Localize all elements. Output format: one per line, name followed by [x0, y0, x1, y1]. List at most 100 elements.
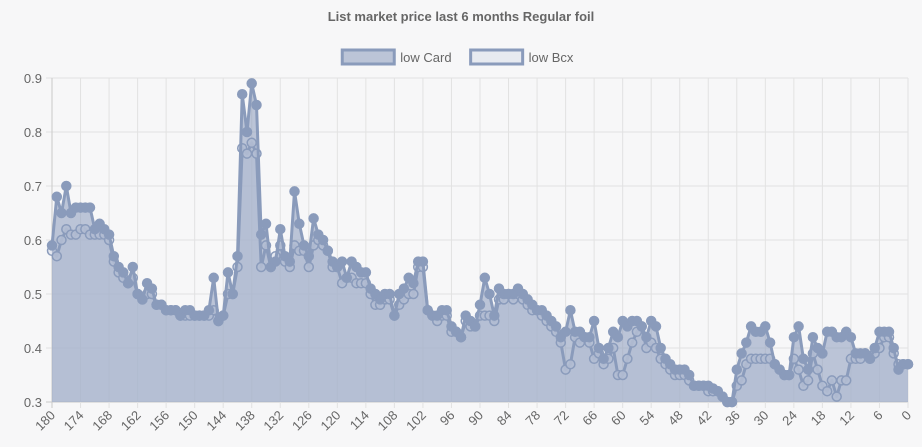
data-point[interactable] [118, 267, 129, 278]
data-point[interactable] [241, 126, 253, 138]
data-point[interactable] [308, 213, 319, 224]
data-point[interactable] [236, 88, 248, 100]
data-point[interactable] [441, 304, 452, 316]
data-point[interactable] [731, 364, 743, 375]
data-point[interactable] [417, 256, 429, 267]
data-point[interactable] [360, 267, 372, 278]
data-point[interactable] [736, 348, 747, 359]
data-point[interactable] [455, 331, 467, 343]
data-point[interactable] [603, 342, 614, 354]
data-point[interactable] [650, 321, 662, 332]
data-point[interactable] [817, 348, 828, 359]
data-point[interactable] [317, 234, 329, 246]
data-point[interactable] [103, 229, 115, 240]
data-point[interactable] [322, 245, 334, 257]
data-point[interactable] [127, 261, 139, 273]
data-point[interactable] [260, 218, 272, 230]
data-point[interactable] [636, 321, 647, 332]
data-point[interactable] [760, 321, 771, 332]
data-point[interactable] [550, 321, 562, 332]
data-point[interactable] [584, 331, 595, 343]
data-point[interactable] [764, 337, 776, 348]
data-point[interactable] [726, 396, 738, 408]
x-tick-label: 0 [898, 408, 914, 424]
legend-item-0[interactable]: low Card [340, 48, 452, 66]
data-point[interactable] [598, 353, 609, 365]
data-point[interactable] [208, 272, 219, 284]
data-point[interactable] [222, 267, 234, 278]
x-tick-label: 132 [260, 408, 286, 434]
data-point[interactable] [303, 250, 315, 262]
x-tick-label: 108 [375, 408, 401, 434]
data-point[interactable] [146, 283, 158, 294]
x-tick-label: 180 [32, 408, 58, 434]
data-point[interactable] [593, 342, 605, 354]
x-tick-label: 48 [665, 408, 686, 429]
data-point[interactable] [479, 272, 491, 284]
data-point[interactable] [46, 240, 58, 251]
data-point[interactable] [255, 229, 267, 240]
x-tick-label: 96 [437, 408, 458, 429]
data-point[interactable] [122, 277, 134, 289]
data-point[interactable] [474, 299, 486, 311]
data-point[interactable] [783, 369, 795, 381]
data-point[interactable] [883, 326, 895, 338]
data-point[interactable] [389, 310, 400, 321]
legend-item-1[interactable]: low Bcx [469, 48, 574, 66]
data-point[interactable] [864, 353, 876, 365]
data-point[interactable] [641, 331, 652, 343]
data-point[interactable] [232, 250, 243, 262]
data-point[interactable] [227, 288, 238, 300]
y-tick-label: 0.4 [24, 341, 42, 356]
data-point[interactable] [275, 223, 286, 235]
data-point[interactable] [469, 321, 481, 332]
data-point[interactable] [284, 256, 296, 267]
data-point[interactable] [61, 180, 72, 192]
data-point[interactable] [408, 277, 419, 289]
data-point[interactable] [489, 310, 500, 321]
data-point[interactable] [108, 250, 120, 262]
data-point[interactable] [788, 331, 800, 343]
legend-label: low Bcx [529, 50, 574, 65]
data-point[interactable] [888, 342, 899, 354]
data-point[interactable] [384, 288, 395, 300]
data-point[interactable] [56, 207, 67, 219]
data-point[interactable] [565, 304, 576, 316]
data-point[interactable] [802, 364, 814, 375]
data-point[interactable] [793, 321, 804, 332]
data-point[interactable] [270, 256, 281, 267]
data-point[interactable] [588, 315, 600, 327]
x-tick-label: 84 [494, 408, 515, 429]
data-point[interactable] [398, 283, 410, 294]
x-tick-label: 36 [722, 408, 743, 429]
data-point[interactable] [217, 310, 229, 321]
data-point[interactable] [246, 78, 257, 89]
data-point[interactable] [741, 337, 752, 348]
legend[interactable]: low Card low Bcx [340, 48, 574, 66]
data-point[interactable] [798, 353, 809, 365]
data-point[interactable] [807, 331, 819, 343]
data-point[interactable] [251, 99, 262, 111]
data-point[interactable] [137, 294, 148, 305]
series-0 [46, 78, 914, 408]
data-point[interactable] [869, 342, 880, 354]
legend-swatch [469, 48, 525, 66]
data-point[interactable] [336, 256, 348, 267]
data-point[interactable] [612, 331, 624, 343]
data-point[interactable] [655, 342, 666, 354]
data-point[interactable] [902, 358, 914, 370]
data-point[interactable] [341, 272, 353, 284]
data-point[interactable] [294, 218, 305, 230]
data-point[interactable] [484, 288, 495, 300]
data-point[interactable] [289, 186, 300, 197]
data-point[interactable] [84, 202, 96, 213]
x-tick-label: 60 [608, 408, 629, 429]
data-point[interactable] [298, 240, 310, 251]
data-point[interactable] [560, 326, 571, 338]
data-point[interactable] [683, 369, 695, 381]
data-point[interactable] [845, 331, 857, 343]
chart-title: List market price last 6 months Regular … [328, 9, 595, 24]
data-point[interactable] [203, 304, 215, 316]
data-point[interactable] [51, 191, 63, 203]
